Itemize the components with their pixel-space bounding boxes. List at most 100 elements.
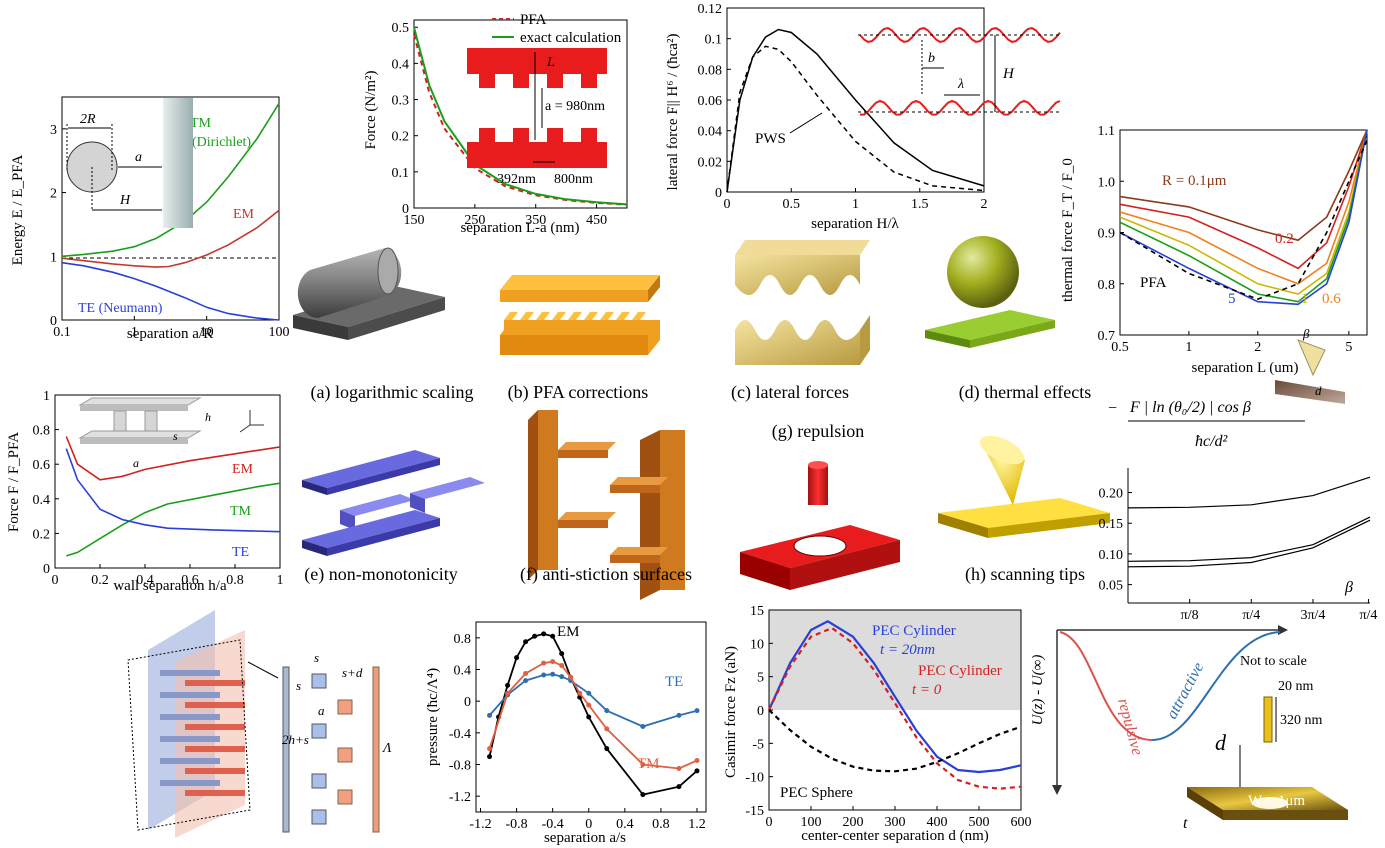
series-line-1	[488, 673, 698, 728]
y-tick-label: 0.2	[392, 130, 410, 145]
y-tick-label: 15	[750, 604, 764, 619]
rod-blue	[160, 780, 220, 786]
y-tick-label: 3	[50, 123, 57, 138]
chart-d: 0.5 1 2 50.70.80.91.01.1 separation L (um) …	[1060, 124, 1368, 376]
x-tick-label: π/4	[1242, 608, 1260, 623]
x-tick-label: 0.8	[652, 817, 670, 832]
rod-blue	[160, 736, 220, 742]
chart-i-frame	[475, 621, 707, 813]
x-tick-label: 0	[766, 815, 773, 830]
series-line-1	[768, 626, 1022, 790]
series-line-0	[413, 34, 628, 206]
caption-b: (b) PFA corrections	[508, 382, 649, 403]
inset-plate-top-side	[80, 405, 188, 411]
chart-i: -1.2 -0.8 -0.4 0 0.4 0.8 1.2 -1.2 -0.8 -0.4 0 0.4 0.…	[425, 621, 707, 846]
y-tick-label: 0	[50, 314, 57, 329]
chart-k-repulsive-curve	[1059, 631, 1153, 741]
bar-front	[410, 493, 425, 513]
sphere	[947, 236, 1019, 308]
chart-j-label-cyl0: PEC Cylinder	[918, 663, 1002, 679]
wall-left	[538, 410, 558, 570]
y-tick-label: 0.8	[454, 632, 472, 647]
chart-j-label-cyl20: PEC Cylinder	[872, 623, 956, 639]
x-tick-label: 0.1	[53, 325, 71, 340]
illustration-f: (f) anti-stiction surfaces	[520, 410, 692, 600]
x-tick-label: 1.2	[688, 817, 706, 832]
caption-a: (a) logarithmic scaling	[311, 382, 474, 403]
plate-top	[938, 498, 1110, 528]
rod-red	[185, 768, 245, 774]
x-tick-label: 1	[1185, 340, 1192, 355]
chart-i-xlabel: separation a/s	[544, 830, 626, 846]
x-tick-label: 250	[464, 213, 485, 228]
data-point	[640, 792, 646, 798]
chart-j-xlabel: center-center separation d (nm)	[801, 828, 989, 844]
chart-b-annot-l: L	[546, 55, 555, 70]
y-tick-label: 0.2	[33, 527, 51, 542]
y-tick-label: 0	[402, 202, 409, 217]
series-line-0	[767, 620, 1022, 774]
data-point	[604, 726, 610, 732]
comb-top	[558, 512, 616, 520]
plate-bottom-top	[302, 510, 440, 548]
chart-k-yaxis-arrowhead	[1052, 785, 1062, 795]
comb-front	[558, 520, 608, 528]
tip-substrate	[1275, 380, 1345, 404]
plate-front	[500, 290, 648, 302]
chart-j-shaded	[769, 610, 1021, 710]
illustration-h: (h) scanning tips	[938, 435, 1110, 585]
chart-e-frame	[54, 394, 281, 569]
tooth	[520, 320, 528, 335]
data-point	[541, 660, 547, 666]
tooth	[504, 320, 512, 335]
x-tick-label: 400	[927, 815, 948, 830]
schematic-wall-right	[372, 666, 380, 833]
y-tick-label: -15	[745, 804, 764, 819]
data-point	[550, 659, 556, 665]
y-tick-label: -10	[745, 771, 764, 786]
data-point	[694, 758, 700, 764]
y-tick-label: 0.9	[1098, 227, 1116, 242]
data-point	[532, 633, 538, 639]
wall-left-side	[528, 410, 538, 580]
cylinder-device	[1263, 696, 1273, 743]
axis-z	[239, 424, 251, 433]
y-tick-label: 0	[464, 695, 471, 710]
chart-c-wave-bottom	[859, 99, 1061, 116]
block-blue	[311, 809, 327, 825]
rod-red	[185, 702, 245, 708]
series-line-0	[1127, 476, 1371, 509]
x-tick-label: -0.4	[542, 817, 564, 832]
y-tick-label: 10	[750, 637, 764, 652]
plate-front	[925, 330, 970, 348]
chart-i-label-te: TE	[665, 674, 683, 690]
wall-right	[660, 430, 685, 590]
y-tick-label: 0.5	[392, 21, 410, 36]
x-tick-label: 2	[981, 197, 988, 212]
chart-e-label-em: EM	[232, 462, 254, 477]
caption-c: (c) lateral forces	[731, 382, 849, 403]
chart-c-annot-h: H	[1002, 66, 1015, 82]
bar-top	[340, 494, 415, 516]
data-point	[541, 631, 547, 637]
data-point	[487, 746, 493, 752]
series-line-2	[768, 709, 1022, 773]
gold-plate-side	[1223, 810, 1348, 820]
chart-h-annot-beta: β	[1302, 326, 1310, 341]
plate-front	[302, 480, 327, 495]
top-corrugated	[735, 255, 860, 295]
x-tick-label: 1	[277, 573, 284, 588]
inset-plate-bottom-side	[80, 438, 188, 444]
rod-red	[185, 790, 245, 796]
block-blue	[311, 673, 327, 689]
x-tick-label: 0.2	[91, 573, 109, 588]
x-tick-label: 300	[885, 815, 906, 830]
illustration-g: (g) repulsion	[740, 421, 900, 590]
data-point	[550, 633, 556, 639]
chart-j-label-cyl20-t: t = 20nm	[880, 642, 935, 658]
chart-i-ylabel: pressure (ħc/Λ⁴)	[425, 668, 441, 766]
illustration-b: (b) PFA corrections	[500, 275, 660, 403]
chart-c-xlabel: separation H/λ	[811, 216, 899, 232]
chart-c-annot-pws: PWS	[755, 131, 786, 147]
comb-top	[610, 547, 668, 555]
